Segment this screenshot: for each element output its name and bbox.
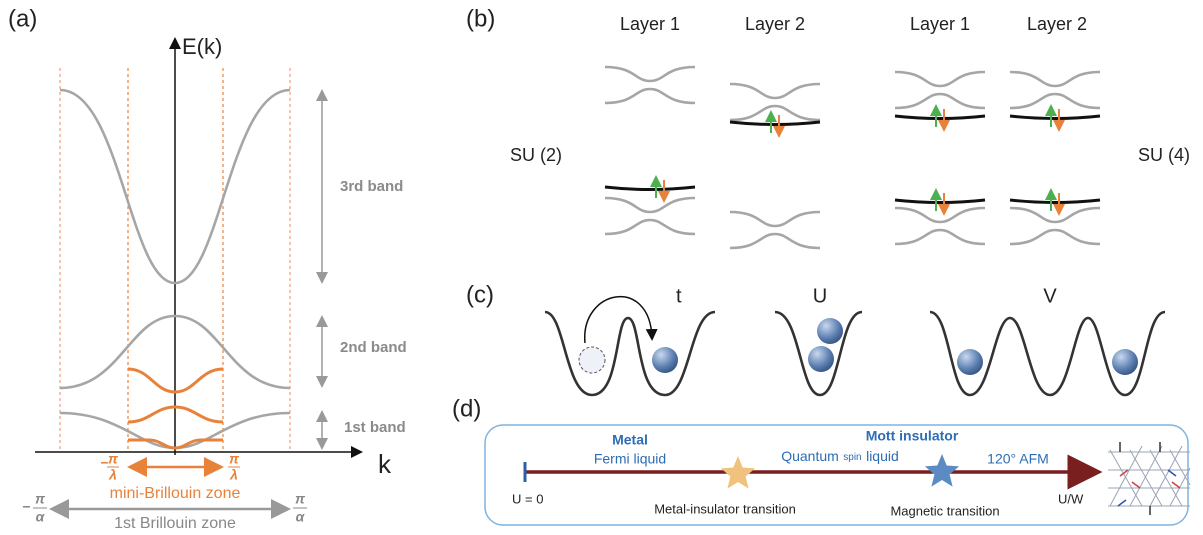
sign: − bbox=[22, 499, 30, 515]
particle bbox=[652, 347, 678, 373]
symmetry-label: SU (2) bbox=[510, 145, 562, 165]
band-label: 3rd band bbox=[340, 178, 403, 195]
layer-label: Layer 1 bbox=[620, 14, 680, 34]
layer-label: Layer 2 bbox=[1027, 14, 1087, 34]
end-label: U/W bbox=[1058, 491, 1084, 506]
transition-label: Magnetic transition bbox=[890, 503, 999, 518]
phase-name: Mott insulator bbox=[866, 428, 959, 444]
numerator: π bbox=[108, 451, 119, 467]
particle bbox=[808, 346, 834, 372]
panel-label: (c) bbox=[466, 281, 494, 308]
word: liquid bbox=[866, 448, 899, 464]
term-label: t bbox=[676, 285, 682, 307]
denominator: λ bbox=[108, 467, 117, 483]
particle bbox=[817, 318, 843, 344]
axis-label: k bbox=[378, 449, 392, 479]
numerator: π bbox=[295, 491, 306, 507]
phase-box bbox=[485, 425, 1188, 525]
phase-name: Quantum spin liquid bbox=[781, 448, 899, 466]
particle bbox=[1112, 349, 1138, 375]
double-well bbox=[545, 312, 715, 395]
denominator: α bbox=[36, 509, 46, 525]
panel-label: (a) bbox=[8, 5, 37, 32]
figure: (a) E(k) k 3rd band 2nd band 1st band − … bbox=[0, 0, 1203, 535]
denominator: λ bbox=[229, 467, 238, 483]
word: spin bbox=[843, 452, 861, 463]
zone-label: mini-Brillouin zone bbox=[110, 485, 241, 502]
term-label: V bbox=[1043, 285, 1057, 307]
phase-name: 120° AFM bbox=[987, 451, 1049, 467]
axis-label: E(k) bbox=[182, 34, 222, 59]
layer-label: Layer 2 bbox=[745, 14, 805, 34]
phase-name: Metal bbox=[612, 432, 648, 448]
band-diagrams bbox=[605, 67, 1100, 248]
panel-label: (b) bbox=[466, 5, 495, 32]
transition-label: Metal-insulator transition bbox=[654, 501, 796, 516]
word: Quantum bbox=[781, 448, 839, 464]
numerator: π bbox=[229, 451, 240, 467]
layer-label: Layer 1 bbox=[910, 14, 970, 34]
band-label: 1st band bbox=[344, 419, 406, 436]
sign: − bbox=[100, 455, 108, 471]
panel-label: (d) bbox=[452, 395, 481, 422]
denominator: α bbox=[296, 509, 306, 525]
phase-name: Fermi liquid bbox=[594, 451, 666, 467]
term-label: U bbox=[813, 285, 827, 307]
band-label: 2nd band bbox=[340, 339, 407, 356]
numerator: π bbox=[35, 491, 46, 507]
vacancy bbox=[579, 347, 605, 373]
particle bbox=[957, 349, 983, 375]
symmetry-label: SU (4) bbox=[1138, 145, 1190, 165]
start-label: U = 0 bbox=[512, 491, 543, 506]
zone-label: 1st Brillouin zone bbox=[114, 515, 236, 532]
